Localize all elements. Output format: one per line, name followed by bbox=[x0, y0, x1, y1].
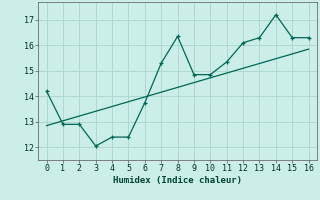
X-axis label: Humidex (Indice chaleur): Humidex (Indice chaleur) bbox=[113, 176, 242, 185]
